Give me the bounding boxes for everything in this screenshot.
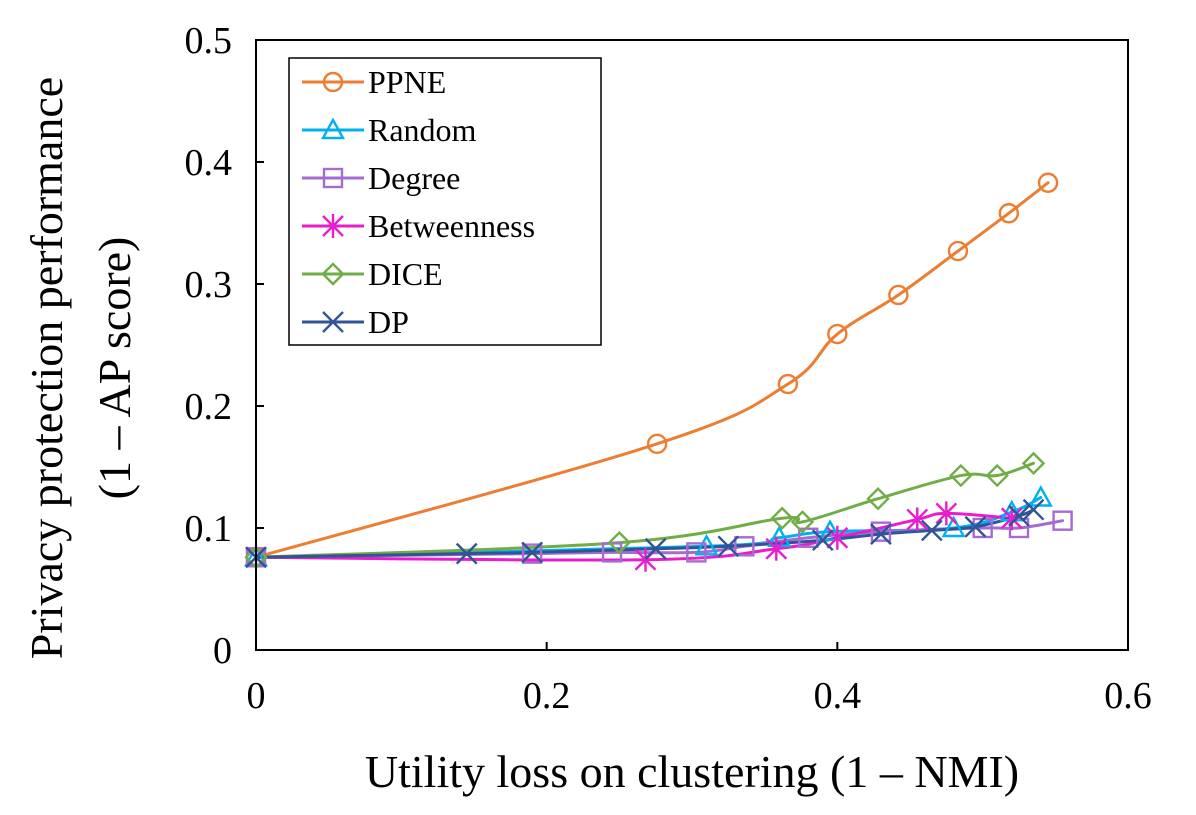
data-point-dp [870, 523, 892, 545]
data-point-dp [521, 541, 543, 564]
data-point-degree [1052, 510, 1073, 531]
data-point-ppne [777, 373, 799, 395]
legend-label-dice: DICE [368, 256, 443, 292]
y-tick-label: 0.5 [185, 20, 233, 62]
legend-label-ppne: PPNE [368, 64, 446, 100]
legend-entry-dp: DP [302, 304, 409, 340]
data-point-dp [920, 519, 943, 542]
data-point-degree [521, 543, 543, 564]
data-point-dice [866, 487, 890, 511]
y-axis-title-line1: Privacy protection performance [21, 77, 72, 659]
data-point-degree [798, 527, 819, 548]
x-axis-title: Utility loss on clustering (1 – NMI) [365, 746, 1019, 797]
data-point-random [1028, 485, 1053, 507]
data-point-dice [790, 510, 815, 534]
legend-label-degree: Degree [368, 160, 460, 196]
y-tick-label: 0.2 [185, 386, 233, 428]
legend-marker-ppne [322, 71, 344, 93]
data-point-dp [455, 542, 478, 565]
data-point-degree [686, 542, 707, 563]
legend-box [288, 57, 602, 346]
series-points-degree [245, 510, 1073, 568]
legend-entry-dice: DICE [302, 256, 443, 292]
data-point-betweenness [906, 507, 929, 532]
data-point-betweenness [1000, 506, 1023, 531]
data-point-dice [985, 463, 1009, 488]
data-point-ppne [888, 284, 909, 306]
plot-area [255, 39, 1129, 651]
legend-marker-degree [322, 167, 344, 189]
legend-entry-betweenness: Betweenness [302, 208, 535, 244]
series-points-dice [244, 451, 1046, 569]
series-points-dp [245, 498, 1045, 569]
y-axis-title-line2: (1 – AP score) [89, 237, 140, 500]
data-point-ppne [998, 203, 1020, 224]
legend-entry-random: Random [302, 112, 477, 148]
data-point-dice [1021, 451, 1046, 476]
data-point-dice [949, 463, 973, 488]
data-point-dp [644, 537, 667, 560]
data-point-dp [811, 529, 834, 552]
y-axis-ticks: 0 0.1 0.2 0.3 0.4 0.5 [185, 20, 264, 672]
data-point-dp [1008, 504, 1030, 527]
x-tick-label: 0.4 [814, 675, 862, 717]
data-point-dp [964, 515, 987, 538]
data-point-dp [717, 535, 740, 558]
legend-entry-ppne: PPNE [302, 64, 446, 100]
legend-entry-degree: Degree [302, 160, 460, 196]
y-tick-label: 0.4 [185, 142, 233, 184]
x-tick-label: 0.2 [523, 675, 571, 717]
data-point-dice [770, 506, 794, 530]
legend-label-random: Random [368, 112, 477, 148]
data-point-ppne [646, 433, 668, 455]
data-point-degree [1008, 517, 1030, 539]
x-tick-label: 0 [247, 675, 266, 717]
data-point-degree [870, 521, 892, 542]
data-point-ppne [827, 323, 848, 345]
x-axis-ticks: 0 0.2 0.4 0.6 [247, 642, 1152, 717]
legend: PPNE Random Degree Betweenness DICE DP [288, 57, 602, 346]
series-line-ppne [254, 181, 1050, 559]
y-axis-title: Privacy protection performance (1 – AP s… [21, 77, 140, 659]
data-point-dp [1022, 498, 1045, 521]
y-tick-label: 0.1 [185, 508, 233, 550]
legend-marker-dice [321, 262, 345, 286]
y-tick-label: 0.3 [185, 264, 233, 306]
y-tick-label: 0 [213, 630, 232, 672]
data-point-ppne [947, 240, 969, 262]
data-point-betweenness [935, 501, 958, 526]
data-point-dice [607, 530, 632, 555]
series-markers [243, 172, 1073, 572]
legend-label-betweenness: Betweenness [368, 208, 535, 244]
data-point-degree [734, 536, 755, 557]
data-point-random [941, 515, 966, 538]
data-point-ppne [1037, 172, 1059, 193]
data-point-random [818, 519, 843, 541]
data-point-betweenness [765, 536, 788, 561]
legend-marker-dp [322, 311, 344, 333]
legend-marker-betweenness [322, 214, 344, 238]
legend-marker-random [320, 117, 346, 140]
x-tick-label: 0.6 [1104, 675, 1152, 717]
series-line-dice [254, 461, 1036, 559]
legend-label-dp: DP [368, 304, 409, 340]
